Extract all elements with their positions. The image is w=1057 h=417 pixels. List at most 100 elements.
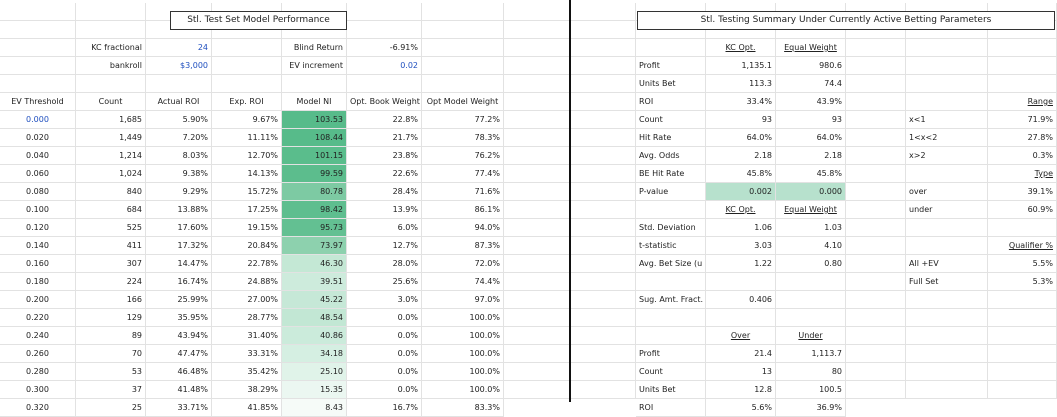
empty-cell[interactable] xyxy=(906,165,988,183)
empty-cell[interactable] xyxy=(570,129,636,147)
ou-label[interactable]: Units Bet xyxy=(636,381,706,399)
table-cell[interactable]: 38.29% xyxy=(212,381,282,399)
type-header[interactable]: Type xyxy=(988,165,1057,183)
column-header[interactable]: Exp. ROI xyxy=(212,93,282,111)
empty-cell[interactable] xyxy=(846,75,906,93)
summary-label[interactable]: P-value xyxy=(636,183,706,201)
ou-value[interactable]: 100.5 xyxy=(776,381,846,399)
column-header[interactable]: Count xyxy=(76,93,146,111)
empty-cell[interactable] xyxy=(347,75,422,93)
empty-cell[interactable] xyxy=(0,3,76,21)
ou-label[interactable]: Profit xyxy=(636,345,706,363)
table-cell[interactable]: 8.03% xyxy=(146,147,212,165)
empty-cell[interactable] xyxy=(906,39,988,57)
param-value[interactable]: -6.91% xyxy=(347,39,422,57)
empty-cell[interactable] xyxy=(846,21,906,39)
param-value[interactable]: 24 xyxy=(146,39,212,57)
table-cell[interactable]: 19.15% xyxy=(212,219,282,237)
empty-cell[interactable] xyxy=(846,219,906,237)
empty-cell[interactable] xyxy=(570,345,636,363)
stats-value[interactable]: 1.03 xyxy=(776,219,846,237)
empty-cell[interactable] xyxy=(988,309,1057,327)
param-label[interactable]: bankroll xyxy=(76,57,146,75)
empty-cell[interactable] xyxy=(988,39,1057,57)
empty-cell[interactable] xyxy=(76,3,146,21)
table-cell[interactable]: 0.020 xyxy=(0,129,76,147)
type-label[interactable]: under xyxy=(906,201,988,219)
empty-cell[interactable] xyxy=(570,165,636,183)
summary-label[interactable]: Avg. Odds xyxy=(636,147,706,165)
empty-cell[interactable] xyxy=(570,183,636,201)
summary-value[interactable]: 33.4% xyxy=(706,93,776,111)
ou-value[interactable]: 21.4 xyxy=(706,345,776,363)
table-cell[interactable]: 87.3% xyxy=(422,237,504,255)
range-label[interactable]: x<1 xyxy=(906,111,988,129)
stats-value[interactable]: 4.10 xyxy=(776,237,846,255)
empty-cell[interactable] xyxy=(906,75,988,93)
empty-cell[interactable] xyxy=(570,327,636,345)
column-header[interactable]: KC Opt. xyxy=(706,39,776,57)
empty-cell[interactable] xyxy=(846,57,906,75)
range-value[interactable]: 71.9% xyxy=(988,111,1057,129)
empty-cell[interactable] xyxy=(846,183,906,201)
range-value[interactable]: 27.8% xyxy=(988,129,1057,147)
empty-cell[interactable] xyxy=(504,183,570,201)
ou-label[interactable]: Count xyxy=(636,363,706,381)
table-cell[interactable]: 0.060 xyxy=(0,165,76,183)
table-cell[interactable]: 73.97 xyxy=(282,237,347,255)
table-cell[interactable]: 15.72% xyxy=(212,183,282,201)
empty-cell[interactable] xyxy=(846,327,906,345)
empty-cell[interactable] xyxy=(422,75,504,93)
table-cell[interactable]: 0.0% xyxy=(347,327,422,345)
table-cell[interactable]: 27.00% xyxy=(212,291,282,309)
table-cell[interactable]: 35.95% xyxy=(146,309,212,327)
empty-cell[interactable] xyxy=(212,39,282,57)
empty-cell[interactable] xyxy=(988,57,1057,75)
empty-cell[interactable] xyxy=(570,273,636,291)
empty-cell[interactable] xyxy=(776,21,846,39)
summary-value[interactable]: 64.0% xyxy=(706,129,776,147)
table-cell[interactable]: 70 xyxy=(76,345,146,363)
empty-cell[interactable] xyxy=(906,93,988,111)
stats-label[interactable]: t-statistic xyxy=(636,237,706,255)
table-cell[interactable]: 840 xyxy=(76,183,146,201)
table-cell[interactable]: 0.240 xyxy=(0,327,76,345)
empty-cell[interactable] xyxy=(906,237,988,255)
table-cell[interactable]: 72.0% xyxy=(422,255,504,273)
empty-cell[interactable] xyxy=(504,309,570,327)
param-value[interactable]: $3,000 xyxy=(146,57,212,75)
table-cell[interactable]: 35.42% xyxy=(212,363,282,381)
empty-cell[interactable] xyxy=(0,75,76,93)
table-cell[interactable]: 0.0% xyxy=(347,309,422,327)
table-cell[interactable]: 14.13% xyxy=(212,165,282,183)
summary-label[interactable]: Profit xyxy=(636,57,706,75)
empty-cell[interactable] xyxy=(846,111,906,129)
table-cell[interactable]: 1,685 xyxy=(76,111,146,129)
summary-label[interactable]: ROI xyxy=(636,93,706,111)
table-cell[interactable]: 15.35 xyxy=(282,381,347,399)
empty-cell[interactable] xyxy=(906,291,988,309)
table-cell[interactable]: 0.100 xyxy=(0,201,76,219)
table-cell[interactable]: 0.000 xyxy=(0,111,76,129)
table-cell[interactable]: 0.0% xyxy=(347,381,422,399)
empty-cell[interactable] xyxy=(570,309,636,327)
stats-value[interactable]: 3.03 xyxy=(706,237,776,255)
table-cell[interactable]: 31.40% xyxy=(212,327,282,345)
empty-cell[interactable] xyxy=(570,3,636,21)
table-cell[interactable]: 11.11% xyxy=(212,129,282,147)
table-cell[interactable]: 48.54 xyxy=(282,309,347,327)
ou-value[interactable]: 12.8 xyxy=(706,381,776,399)
empty-cell[interactable] xyxy=(504,219,570,237)
empty-cell[interactable] xyxy=(706,309,776,327)
table-cell[interactable]: 20.84% xyxy=(212,237,282,255)
summary-value[interactable]: 93 xyxy=(706,111,776,129)
stats-value[interactable]: 1.22 xyxy=(706,255,776,273)
column-header[interactable]: Under xyxy=(776,327,846,345)
table-cell[interactable]: 307 xyxy=(76,255,146,273)
empty-cell[interactable] xyxy=(570,255,636,273)
empty-cell[interactable] xyxy=(706,21,776,39)
empty-cell[interactable] xyxy=(988,75,1057,93)
summary-label[interactable]: BE Hit Rate xyxy=(636,165,706,183)
table-cell[interactable]: 47.47% xyxy=(146,345,212,363)
empty-cell[interactable] xyxy=(504,39,570,57)
